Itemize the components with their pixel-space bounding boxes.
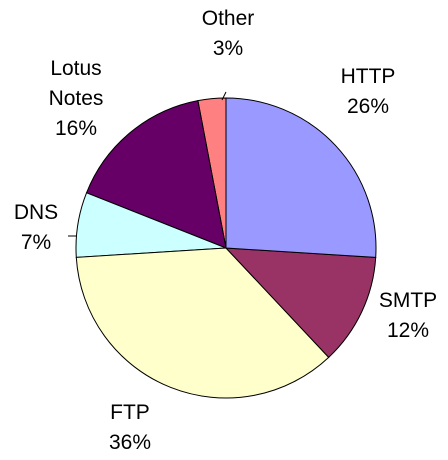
value-label: 12%: [386, 319, 430, 342]
value-label: 26%: [346, 95, 390, 118]
value-label: 16%: [54, 117, 98, 140]
category-label: DNS: [13, 201, 59, 224]
category-label: Other: [201, 7, 255, 30]
slice-label: DNS 7%: [14, 198, 58, 258]
pie-slice: [85, 100, 227, 249]
category-label: SMTP: [378, 289, 438, 312]
pie-slice: [225, 97, 377, 258]
value-label: 3%: [212, 37, 244, 60]
pie-slice: [224, 247, 377, 359]
value-label: 36%: [108, 431, 152, 454]
slice-label: Other 3%: [202, 4, 255, 64]
category-label: Lotus Notes: [48, 57, 104, 110]
category-label: FTP: [110, 401, 150, 424]
slice-label: Lotus Notes 16%: [36, 54, 116, 144]
slice-label: SMTP 12%: [379, 286, 437, 346]
pie-slice: [75, 247, 330, 399]
leader-line: [221, 91, 227, 101]
slice-label: FTP 36%: [109, 398, 151, 458]
slice-label: HTTP 26%: [341, 62, 396, 122]
category-label: HTTP: [340, 65, 396, 88]
value-label: 7%: [20, 231, 52, 254]
